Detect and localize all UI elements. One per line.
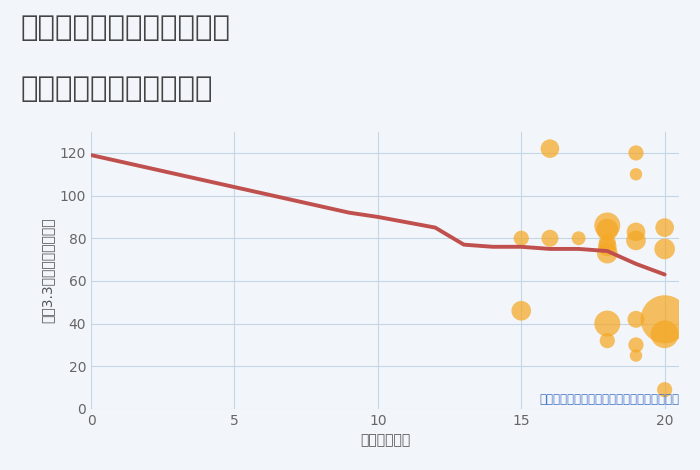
Point — [659, 224, 671, 231]
Point — [631, 228, 642, 235]
Point — [659, 245, 671, 253]
Point — [631, 236, 642, 244]
Point — [602, 239, 613, 246]
Point — [573, 235, 584, 242]
X-axis label: 駅距離（分）: 駅距離（分） — [360, 433, 410, 447]
Point — [631, 315, 642, 323]
Point — [659, 386, 671, 393]
Text: 円の大きさは、取引のあった物件面積を示す: 円の大きさは、取引のあった物件面積を示す — [539, 393, 679, 406]
Point — [659, 315, 671, 323]
Y-axis label: 坪（3.3㎡）単価（万円）: 坪（3.3㎡）単価（万円） — [40, 218, 54, 323]
Point — [602, 222, 613, 229]
Point — [545, 145, 556, 152]
Text: 大阪府東大阪市南上小阪の: 大阪府東大阪市南上小阪の — [21, 14, 231, 42]
Point — [602, 250, 613, 257]
Point — [545, 235, 556, 242]
Point — [516, 235, 527, 242]
Point — [602, 243, 613, 251]
Text: 駅距離別中古戸建て価格: 駅距離別中古戸建て価格 — [21, 75, 214, 103]
Point — [631, 171, 642, 178]
Point — [602, 226, 613, 234]
Point — [631, 352, 642, 360]
Point — [602, 337, 613, 345]
Point — [659, 330, 671, 338]
Point — [631, 149, 642, 157]
Point — [516, 307, 527, 314]
Point — [631, 341, 642, 349]
Point — [602, 320, 613, 327]
